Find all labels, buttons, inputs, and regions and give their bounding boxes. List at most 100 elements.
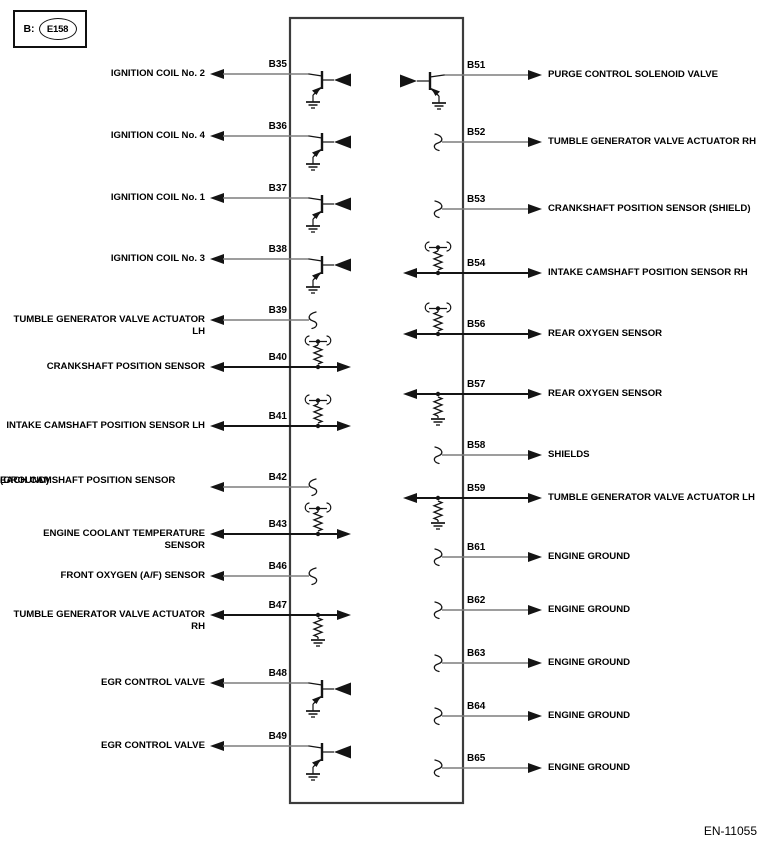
pin-label-line2: (GROUND) bbox=[0, 475, 50, 486]
pin-label: INTAKE CAMSHAFT POSITION SENSOR LH bbox=[6, 420, 205, 431]
transistor-icon bbox=[306, 680, 351, 718]
pin-label: ENGINE GROUND bbox=[548, 604, 631, 615]
connector-prefix: B: bbox=[23, 23, 35, 35]
arrowhead-icon bbox=[210, 131, 224, 141]
junction-dot bbox=[315, 423, 321, 429]
resistor-pullup-icon bbox=[424, 302, 452, 337]
pin-row-B38 bbox=[210, 254, 351, 294]
pin-row-B54 bbox=[403, 241, 542, 278]
arrowhead-icon bbox=[403, 329, 417, 339]
resistor-icon bbox=[432, 396, 444, 417]
arrowhead-icon bbox=[210, 678, 224, 688]
arrowhead-icon bbox=[528, 552, 542, 562]
ground-icon bbox=[306, 286, 320, 294]
wire bbox=[308, 745, 323, 749]
pin-label: TUMBLE GENERATOR VALVE ACTUATOR LH bbox=[548, 492, 755, 503]
pin-label: IGNITION COIL No. 1 bbox=[110, 192, 205, 203]
resistor-pullup-icon bbox=[424, 241, 452, 276]
transistor-icon bbox=[306, 256, 351, 294]
arrowhead-icon bbox=[210, 571, 224, 581]
pin-row-B48 bbox=[210, 678, 351, 718]
pigtail-icon bbox=[308, 478, 318, 497]
pin-row-B35 bbox=[210, 69, 351, 109]
pin-row-B53 bbox=[433, 200, 542, 219]
arrowhead-icon bbox=[334, 682, 351, 696]
pin-row-B63 bbox=[433, 654, 542, 673]
transistor-icon bbox=[306, 195, 351, 233]
pin-number: B64 bbox=[467, 701, 486, 712]
transistor-icon bbox=[400, 72, 446, 110]
resistor-icon bbox=[432, 500, 444, 521]
resistor-icon bbox=[432, 311, 444, 332]
pin-row-B43 bbox=[210, 502, 351, 539]
resistor-ground-icon bbox=[431, 495, 445, 530]
pin-label: REAR OXYGEN SENSOR bbox=[548, 388, 663, 399]
arrowhead-icon bbox=[337, 362, 351, 372]
junction-dot bbox=[435, 495, 441, 501]
pin-number: B65 bbox=[467, 753, 486, 764]
pin-number: B59 bbox=[467, 483, 486, 494]
pin-number: B52 bbox=[467, 127, 486, 138]
pin-number: B35 bbox=[268, 59, 287, 70]
resistor-icon bbox=[312, 344, 324, 365]
arrowhead-icon bbox=[528, 70, 542, 80]
arrowhead-icon bbox=[528, 389, 542, 399]
pigtail-hook-icon bbox=[304, 335, 310, 346]
pin-row-B64 bbox=[433, 707, 542, 726]
arrowhead-icon bbox=[210, 610, 224, 620]
pin-row-B61 bbox=[433, 548, 542, 567]
emitter-arrow-icon bbox=[312, 272, 321, 280]
ground-icon bbox=[432, 102, 446, 110]
pin-number: B48 bbox=[268, 668, 287, 679]
pin-number: B49 bbox=[268, 731, 287, 742]
pigtail-hook-icon bbox=[446, 302, 452, 313]
pin-label: TUMBLE GENERATOR VALVE ACTUATOR LH bbox=[13, 314, 205, 337]
pin-number: B56 bbox=[467, 319, 486, 330]
pin-row-B46 bbox=[210, 567, 318, 586]
resistor-pullup-icon bbox=[304, 394, 332, 429]
arrowhead-icon bbox=[403, 389, 417, 399]
pigtail-hook-icon bbox=[326, 502, 332, 513]
arrowhead-icon bbox=[528, 450, 542, 460]
resistor-pullup-icon bbox=[304, 502, 332, 537]
pin-label: ENGINE GROUND bbox=[548, 551, 631, 562]
arrowhead-icon bbox=[337, 421, 351, 431]
arrowhead-icon bbox=[334, 73, 351, 87]
arrowhead-icon bbox=[210, 741, 224, 751]
wire bbox=[308, 682, 323, 686]
pigtail-hook-icon bbox=[424, 302, 430, 313]
pin-row-B37 bbox=[210, 193, 351, 233]
pin-number: B46 bbox=[268, 561, 287, 572]
arrowhead-icon bbox=[334, 197, 351, 211]
arrowhead-icon bbox=[210, 529, 224, 539]
emitter-arrow-icon bbox=[312, 87, 321, 95]
pin-row-B36 bbox=[210, 131, 351, 171]
pin-row-B51 bbox=[400, 70, 542, 110]
junction-dot bbox=[435, 270, 441, 276]
pin-label: FRONT OXYGEN (A/F) SENSOR bbox=[60, 570, 205, 581]
emitter-arrow-icon bbox=[312, 149, 321, 157]
pin-number: B42 bbox=[268, 472, 287, 483]
pin-label: INTAKE CAMSHAFT POSITION SENSOR RH bbox=[548, 267, 748, 278]
ground-icon bbox=[306, 710, 320, 718]
junction-dot bbox=[315, 531, 321, 537]
arrowhead-icon bbox=[528, 493, 542, 503]
pin-row-B47 bbox=[210, 610, 351, 647]
transistor-icon bbox=[306, 743, 351, 781]
wire bbox=[308, 197, 323, 201]
connector-id-box: B: E158 bbox=[13, 10, 87, 48]
resistor-ground-icon bbox=[311, 612, 325, 647]
pigtail-icon bbox=[433, 707, 443, 726]
pin-label: PURGE CONTROL SOLENOID VALVE bbox=[548, 69, 719, 80]
pin-number: B38 bbox=[268, 244, 287, 255]
pin-number: B57 bbox=[467, 379, 486, 390]
arrowhead-icon bbox=[210, 482, 224, 492]
pin-row-B62 bbox=[433, 601, 542, 620]
resistor-icon bbox=[432, 250, 444, 271]
pigtail-icon bbox=[433, 654, 443, 673]
resistor-icon bbox=[312, 617, 324, 638]
ground-icon bbox=[306, 225, 320, 233]
ground-icon bbox=[431, 418, 445, 426]
